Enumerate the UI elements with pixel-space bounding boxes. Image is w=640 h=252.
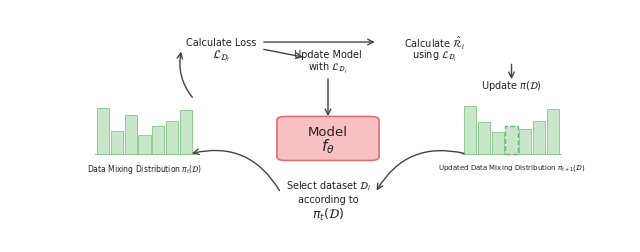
Bar xyxy=(464,107,476,154)
Text: according to: according to xyxy=(298,194,358,204)
Text: Calculate Loss: Calculate Loss xyxy=(186,38,257,48)
FancyBboxPatch shape xyxy=(277,117,379,161)
Bar xyxy=(180,111,192,154)
Bar xyxy=(166,122,179,154)
Text: Data Mixing Distribution $\pi_t(\mathcal{D})$: Data Mixing Distribution $\pi_t(\mathcal… xyxy=(87,162,202,175)
Bar xyxy=(533,122,545,154)
Text: using $\mathcal{L}_{\mathcal{D}_i}$: using $\mathcal{L}_{\mathcal{D}_i}$ xyxy=(412,49,457,64)
Bar xyxy=(506,126,518,154)
Text: Select dataset $\mathcal{D}_i$: Select dataset $\mathcal{D}_i$ xyxy=(285,179,371,192)
Bar xyxy=(492,133,504,154)
Bar xyxy=(111,132,123,154)
Text: $f_\theta$: $f_\theta$ xyxy=(321,136,335,155)
Bar xyxy=(138,135,150,154)
Text: Calculate $\hat{\mathcal{R}}_i$: Calculate $\hat{\mathcal{R}}_i$ xyxy=(404,34,465,51)
Bar xyxy=(477,123,490,154)
Bar xyxy=(547,110,559,154)
Text: $\pi_t(\mathcal{D})$: $\pi_t(\mathcal{D})$ xyxy=(312,206,344,222)
Text: Updated Data Mixing Distribution $\pi_{t+1}(\mathcal{D})$: Updated Data Mixing Distribution $\pi_{t… xyxy=(438,162,585,172)
Bar xyxy=(520,130,531,154)
Text: $\mathcal{L}_{\mathcal{D}_i}$: $\mathcal{L}_{\mathcal{D}_i}$ xyxy=(212,49,230,64)
Text: Update Model: Update Model xyxy=(294,49,362,59)
Bar xyxy=(97,108,109,154)
Bar xyxy=(125,115,136,154)
Text: Update $\pi(\mathcal{D})$: Update $\pi(\mathcal{D})$ xyxy=(481,79,542,92)
Text: with $\mathcal{L}_{\mathcal{D}_i}$: with $\mathcal{L}_{\mathcal{D}_i}$ xyxy=(308,60,348,76)
Text: Model: Model xyxy=(308,126,348,139)
Bar xyxy=(152,126,164,154)
